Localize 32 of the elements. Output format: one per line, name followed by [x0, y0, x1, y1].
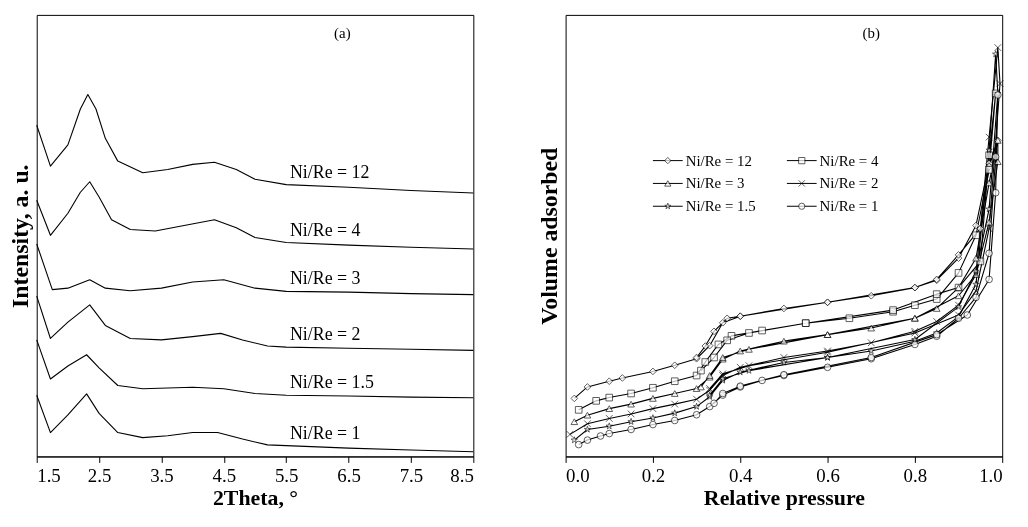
x-tick-label: 0.4	[728, 464, 754, 486]
series-label: Ni/Re = 4	[289, 219, 361, 240]
y-axis-title: Volume adsorbed	[536, 147, 563, 325]
x-axis-title: Relative pressure	[703, 485, 866, 510]
y-axis-title: Intensity, a. u.	[7, 164, 34, 308]
x-tick-label: 6.5	[337, 464, 361, 486]
x-axis-title: 2Theta, °	[212, 485, 299, 510]
legend-label: Ni/Re = 1	[819, 198, 879, 215]
x-tick-label: 5.5	[274, 464, 299, 486]
chart-title: (a)	[334, 24, 351, 42]
x-tick-label: 1.5	[37, 464, 61, 486]
x-tick-label: 7.5	[399, 464, 424, 486]
series-label: Ni/Re = 1	[289, 422, 361, 443]
x-tick-label: 8.5	[450, 464, 474, 486]
series-label: Ni/Re = 12	[289, 161, 370, 182]
x-tick-label: 0.8	[903, 464, 928, 486]
x-tick-label: 4.5	[212, 464, 237, 486]
chart-title: (b)	[862, 24, 880, 42]
x-tick-label: 0.2	[641, 464, 666, 486]
x-tick-label: 0.6	[816, 464, 840, 486]
legend-label: Ni/Re = 4	[819, 152, 879, 169]
legend-label: Ni/Re = 12	[685, 152, 752, 169]
series-label: Ni/Re = 1.5	[289, 372, 374, 393]
legend-label: Ni/Re = 3	[685, 175, 745, 192]
x-tick-label: 2.5	[87, 464, 112, 486]
x-tick-label: 0.0	[566, 464, 590, 486]
series-label: Ni/Re = 2	[289, 324, 361, 345]
x-tick-label: 3.5	[150, 464, 174, 486]
legend-label: Ni/Re = 1.5	[685, 198, 756, 215]
series-label: Ni/Re = 3	[289, 268, 361, 289]
x-tick-label: 1.0	[979, 464, 1003, 486]
legend-label: Ni/Re = 2	[819, 175, 879, 192]
